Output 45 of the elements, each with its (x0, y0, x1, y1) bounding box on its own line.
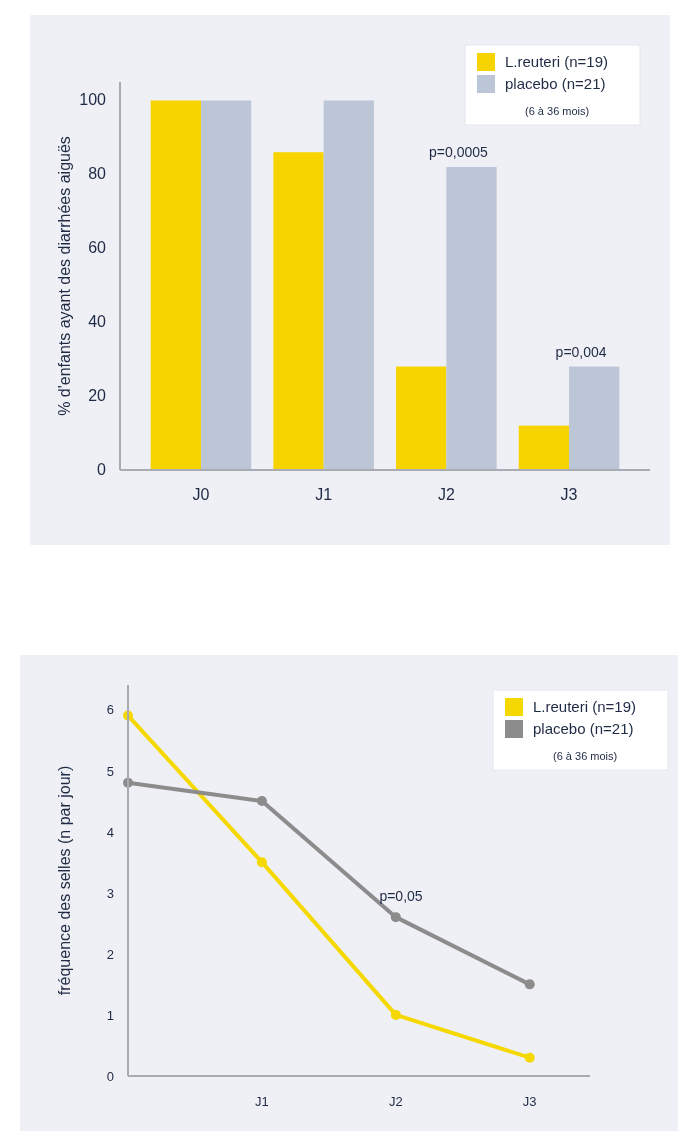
y-tick-label: 0 (97, 461, 107, 478)
y-tick-label: 2 (106, 946, 114, 962)
point (256, 796, 267, 807)
y-tick-label: 4 (106, 824, 114, 840)
x-tick-label: J1 (315, 486, 333, 503)
point (524, 979, 535, 990)
y-tick-label: 100 (79, 91, 107, 109)
bar (396, 366, 447, 470)
legend-label: placebo (n=21) (533, 720, 634, 737)
y-tick-label: 1 (106, 1007, 114, 1023)
bar (446, 166, 497, 470)
y-tick-label: 20 (88, 387, 107, 405)
annotation: p=0,05 (379, 887, 423, 904)
annotation: p=0,0005 (429, 143, 489, 160)
annotation: p=0,004 (555, 343, 607, 360)
legend-title: (6 à 36 mois) (553, 750, 618, 762)
bar (150, 100, 201, 470)
legend-label: placebo (n=21) (505, 75, 606, 92)
point (390, 912, 401, 923)
y-tick-label: 5 (106, 763, 114, 779)
y-axis-title: fréquence des selles (n par jour) (56, 765, 73, 996)
x-tick-label: J2 (437, 486, 455, 503)
point (524, 1052, 535, 1063)
legend-title: (6 à 36 mois) (525, 105, 590, 117)
y-tick-label: 60 (88, 239, 107, 257)
x-tick-label: J1 (255, 1094, 269, 1109)
y-tick-label: 3 (106, 885, 114, 901)
bar (273, 152, 324, 470)
y-axis-title: % d'enfants ayant des diarrhées aiguës (56, 136, 73, 416)
y-tick-label: 80 (88, 165, 107, 183)
x-tick-label: J0 (192, 486, 210, 503)
y-tick-label: 40 (88, 313, 107, 331)
y-tick-label: 0 (106, 1069, 114, 1084)
bar (200, 100, 252, 470)
x-tick-label: J3 (560, 486, 578, 503)
point (390, 1009, 401, 1020)
x-tick-label: J3 (522, 1094, 537, 1109)
point (256, 857, 267, 868)
legend-label: L.reuteri (n=19) (533, 698, 636, 715)
x-tick-label: J2 (388, 1094, 403, 1109)
bar (569, 366, 620, 470)
bar (518, 425, 570, 470)
legend-label: L.reuteri (n=19) (505, 53, 608, 70)
y-tick-label: 6 (106, 702, 114, 718)
bar (323, 100, 374, 470)
